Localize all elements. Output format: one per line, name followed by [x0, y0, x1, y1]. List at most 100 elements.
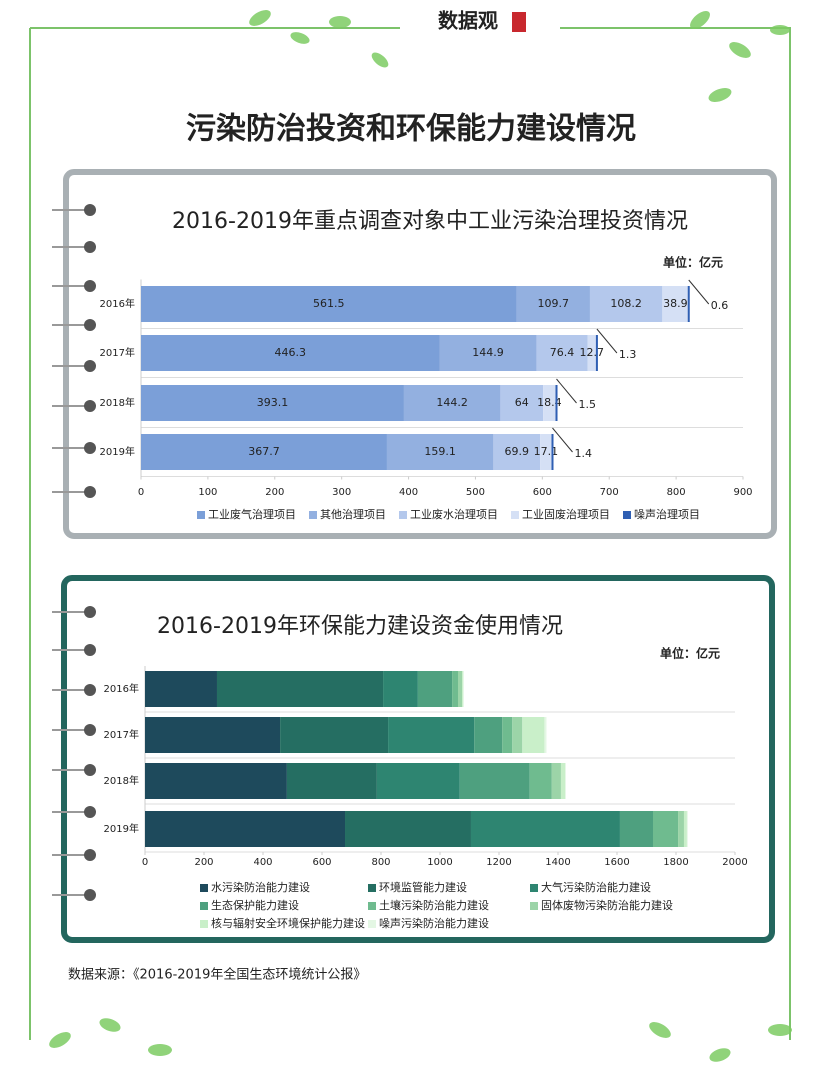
unit-label: 单位：亿元	[663, 255, 723, 270]
data-label: 17.1	[534, 445, 559, 458]
legend-label: 工业废气治理项目	[208, 507, 296, 521]
legend-swatch	[623, 511, 631, 519]
x-tick-label: 500	[466, 487, 485, 498]
unit-label: 单位：亿元	[660, 646, 720, 661]
x-tick-label: 1600	[604, 857, 629, 868]
segment-edge	[687, 286, 690, 322]
legend-swatch	[200, 920, 208, 928]
ring	[84, 644, 96, 656]
data-label: 144.9	[472, 346, 504, 359]
bar-segment	[286, 763, 377, 799]
x-tick-label: 200	[194, 857, 213, 868]
chart-title: 2016-2019年重点调查对象中工业污染治理投资情况	[172, 209, 688, 234]
ring	[84, 849, 96, 861]
data-label: 64	[515, 396, 529, 409]
leaves	[49, 10, 792, 1062]
bar-segment	[502, 717, 513, 753]
bar-segment	[683, 811, 687, 847]
bar-segment	[560, 763, 566, 799]
bar-segment	[145, 763, 287, 799]
ring	[84, 319, 96, 331]
bar-segment	[543, 385, 556, 421]
bar-segment	[145, 671, 217, 707]
bar-segment	[417, 671, 453, 707]
x-tick-label: 100	[198, 487, 217, 498]
x-tick-label: 400	[253, 857, 272, 868]
binder-rings	[52, 204, 96, 901]
legend-label: 固体废物污染防治能力建设	[541, 898, 673, 912]
ring	[84, 724, 96, 736]
x-tick-label: 1800	[663, 857, 688, 868]
main-title: 污染防治投资和环保能力建设情况	[186, 112, 636, 147]
legend-swatch	[309, 511, 317, 519]
legend-label: 噪声污染防治能力建设	[379, 916, 489, 930]
x-tick-label: 0	[142, 857, 148, 868]
segment-edge	[551, 434, 554, 470]
leader-line	[556, 378, 577, 404]
chart-title: 2016-2019年环保能力建设资金使用情况	[157, 614, 563, 639]
bar-segment	[565, 763, 566, 799]
ring	[84, 204, 96, 216]
bar-segment	[383, 671, 418, 707]
frame	[29, 27, 791, 1040]
bar-segment	[686, 811, 688, 847]
y-tick-label: 2018年	[100, 396, 135, 409]
bar-segment	[522, 717, 545, 753]
bar-segment	[474, 717, 503, 753]
data-label: 159.1	[424, 445, 456, 458]
data-label: 446.3	[275, 346, 307, 359]
bar-segment	[500, 385, 544, 421]
bar-segment	[459, 763, 530, 799]
bar-segment	[452, 671, 458, 707]
bar-segment	[462, 671, 464, 707]
x-tick-label: 800	[667, 487, 686, 498]
bar-segment	[540, 434, 552, 470]
x-tick-label: 1400	[545, 857, 570, 868]
leader-line	[552, 427, 573, 453]
segment-edge	[555, 385, 558, 421]
legend-swatch	[368, 920, 376, 928]
legend-label: 环境监管能力建设	[379, 880, 467, 894]
data-label: 1.4	[575, 447, 593, 460]
legend-label: 土壤污染防治能力建设	[379, 898, 489, 912]
y-tick-label: 2018年	[104, 774, 139, 787]
bar-segment	[619, 811, 653, 847]
ring	[84, 806, 96, 818]
data-label: 109.7	[538, 297, 570, 310]
bar-segment	[652, 811, 679, 847]
brand: 数据观	[438, 9, 498, 33]
bar-segment	[589, 286, 663, 322]
legend-label: 噪声治理项目	[634, 507, 700, 521]
data-label: 144.2	[436, 396, 468, 409]
y-tick-label: 2016年	[100, 297, 135, 310]
data-label: 76.4	[550, 346, 575, 359]
bar-segment	[516, 286, 590, 322]
legend-swatch	[530, 884, 538, 892]
segment-edge	[595, 335, 598, 371]
ring	[84, 606, 96, 618]
bar-segment	[141, 434, 387, 470]
brand-stamp	[512, 12, 526, 32]
x-tick-label: 800	[371, 857, 390, 868]
bar-segment	[141, 385, 404, 421]
legend-swatch	[200, 884, 208, 892]
bar-segment	[536, 335, 588, 371]
panel-2	[61, 575, 775, 943]
bar-segment	[678, 811, 684, 847]
bar-segment	[145, 811, 346, 847]
bar-segment	[529, 763, 552, 799]
data-label: 18.4	[537, 396, 562, 409]
ring	[84, 764, 96, 776]
x-tick-label: 1200	[486, 857, 511, 868]
legend-swatch	[200, 902, 208, 910]
bar-segment	[216, 671, 384, 707]
legend-swatch	[368, 884, 376, 892]
x-tick-label: 300	[332, 487, 351, 498]
ring	[84, 889, 96, 901]
legend-label: 核与辐射安全环境保护能力建设	[211, 916, 365, 930]
y-tick-label: 2016年	[104, 682, 139, 695]
ring	[84, 400, 96, 412]
bar-segment	[376, 763, 460, 799]
x-tick-label: 700	[600, 487, 619, 498]
